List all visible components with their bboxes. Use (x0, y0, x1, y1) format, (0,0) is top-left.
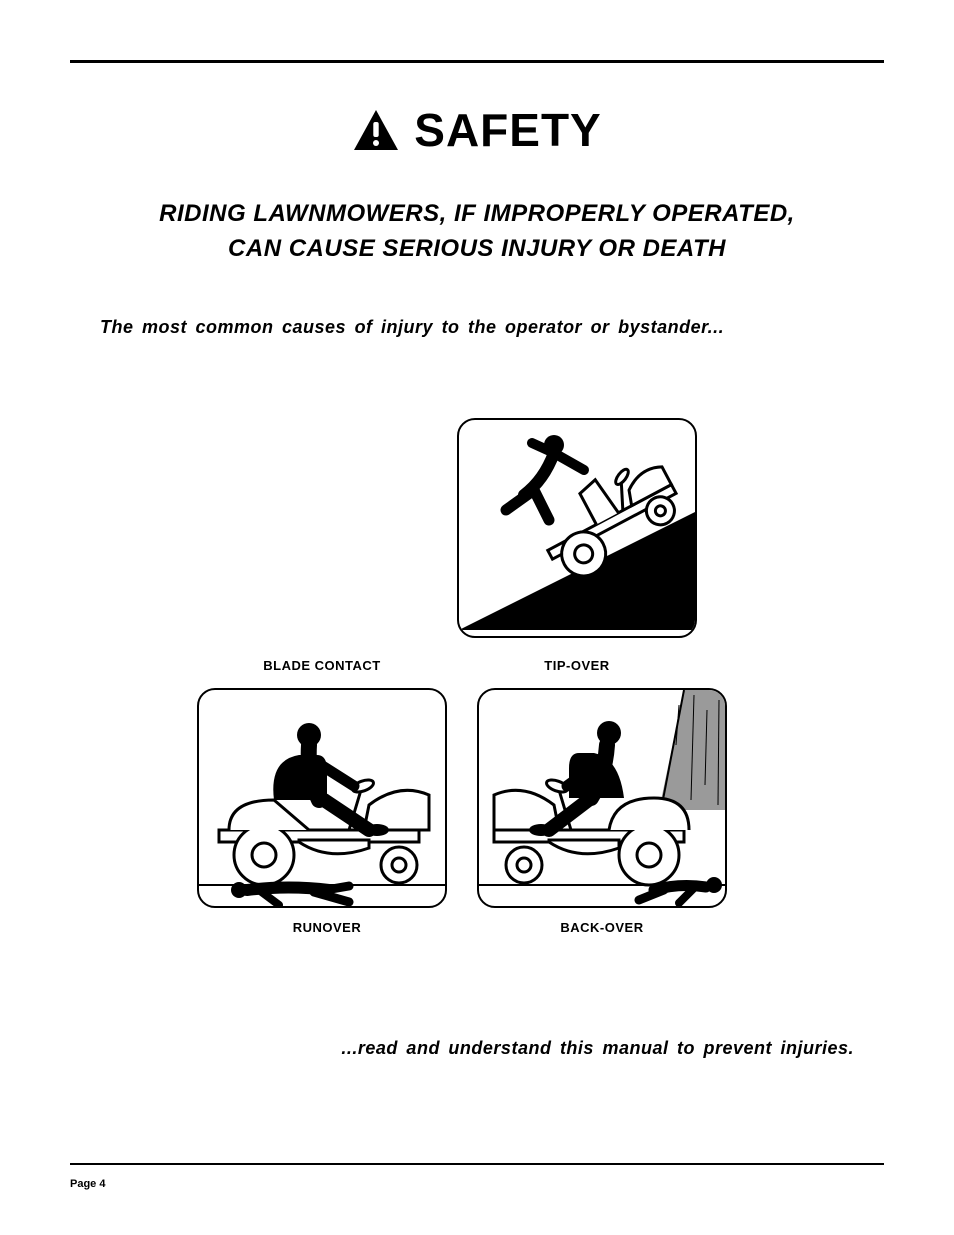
hazard-diagram: BLADE CONTACT TIP-OVER (197, 418, 757, 958)
lead-text: The most common causes of injury to the … (70, 317, 884, 338)
subtitle-line-1: RIDING LAWNMOWERS, IF IMPROPERLY OPERATE… (159, 200, 795, 227)
subtitle: RIDING LAWNMOWERS, IF IMPROPERLY OPERATE… (70, 197, 884, 267)
bottom-rule (70, 1163, 884, 1165)
label-blade-contact: BLADE CONTACT (252, 658, 392, 673)
panel-back-over (477, 688, 727, 908)
warning-triangle-icon (352, 108, 400, 152)
subtitle-line-2: CAN CAUSE SERIOUS INJURY OR DEATH (228, 235, 726, 262)
page-number: Page 4 (70, 1178, 105, 1190)
label-tip-over: TIP-OVER (527, 658, 627, 673)
manual-page: SAFETY RIDING LAWNMOWERS, IF IMPROPERLY … (0, 0, 954, 1235)
label-runover: RUNOVER (282, 920, 372, 935)
page-title: SAFETY (414, 103, 601, 157)
closing-text: ...read and understand this manual to pr… (70, 1038, 884, 1059)
title-row: SAFETY (70, 103, 884, 157)
label-back-over: BACK-OVER (552, 920, 652, 935)
top-rule (70, 60, 884, 63)
panel-runover (197, 688, 447, 908)
panel-tip-over (457, 418, 697, 638)
